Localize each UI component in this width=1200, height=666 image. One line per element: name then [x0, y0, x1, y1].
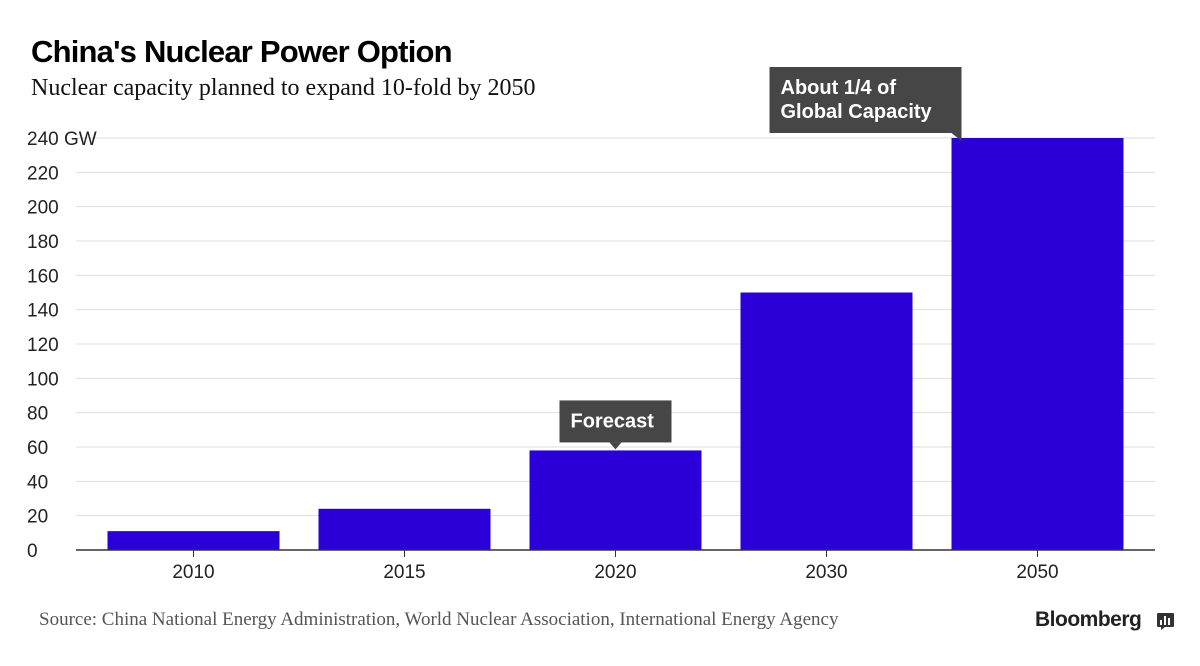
brand-logo: Bloomberg	[1035, 608, 1142, 631]
y-tick-label: 240 GW	[27, 129, 97, 150]
x-tick-label: 2010	[172, 562, 214, 583]
x-tick-label: 2015	[383, 562, 425, 583]
chart-title: China's Nuclear Power Option	[31, 34, 453, 69]
y-tick-label: 160	[27, 266, 59, 287]
annotation-pointer	[951, 133, 962, 141]
annotation-box	[769, 67, 962, 133]
y-tick-label: 220	[27, 163, 59, 184]
bar-2010	[107, 531, 280, 550]
annotation-box	[559, 400, 672, 443]
y-tick-label: 120	[27, 335, 59, 356]
bar-2020	[529, 450, 702, 550]
bar-2050	[951, 138, 1124, 550]
chart-subtitle: Nuclear capacity planned to expand 10-fo…	[31, 75, 536, 101]
source-note: Source: China National Energy Administra…	[39, 609, 839, 630]
bloomberg-chart-icon	[1157, 613, 1174, 630]
bar-2030	[740, 292, 913, 550]
y-tick-label: 140	[27, 301, 59, 322]
x-tick-label: 2050	[1016, 562, 1058, 583]
y-tick-label: 0	[27, 541, 38, 562]
annotation-text: About 1/4 of	[781, 77, 897, 99]
y-tick-label: 60	[27, 438, 48, 459]
annotation-pointer	[609, 442, 622, 450]
annotation-text: Global Capacity	[781, 101, 933, 123]
y-tick-label: 80	[27, 404, 48, 425]
x-tick-label: 2030	[805, 562, 847, 583]
annotation-text: Forecast	[571, 410, 655, 432]
bar-2015	[318, 508, 491, 550]
y-tick-label: 20	[27, 507, 48, 528]
y-tick-label: 100	[27, 369, 59, 390]
y-tick-label: 200	[27, 198, 59, 219]
x-tick-label: 2020	[594, 562, 636, 583]
y-tick-label: 40	[27, 472, 48, 493]
y-tick-label: 180	[27, 232, 59, 253]
